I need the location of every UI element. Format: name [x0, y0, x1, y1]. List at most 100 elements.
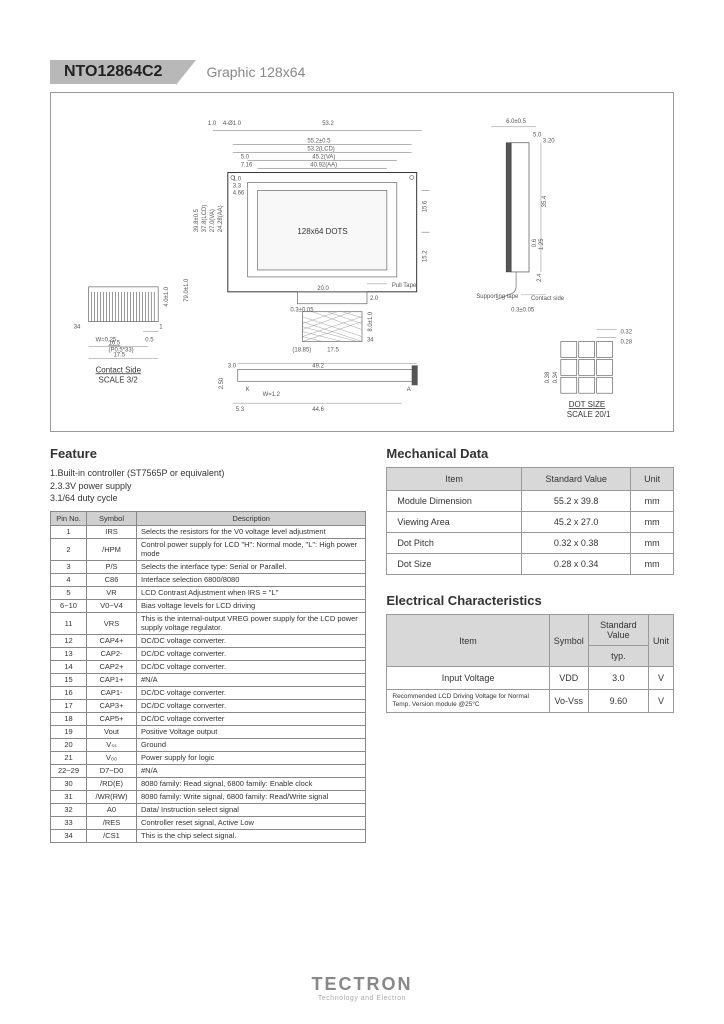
feature-item: 2.3.3V power supply: [50, 480, 366, 493]
svg-text:4-Ø1.0: 4-Ø1.0: [223, 121, 242, 127]
svg-text:2.4: 2.4: [537, 273, 543, 282]
svg-text:1.25: 1.25: [539, 238, 545, 250]
svg-text:Supporting tape: Supporting tape: [476, 294, 519, 300]
technical-diagram: 1.0 4-Ø1.0 53.2 55.2±0.5 53.2(LCD) 45.2(…: [50, 92, 674, 432]
footer-logo: TECTRON Technology and Electron: [312, 974, 413, 1002]
svg-text:55.2±0.5: 55.2±0.5: [307, 139, 331, 145]
table-row: 18CAP5+DC/DC voltage converter: [51, 712, 366, 725]
table-row: Input VoltageVDD3.0V: [387, 667, 674, 690]
mechanical-table: Item Standard Value Unit Module Dimensio…: [386, 467, 674, 575]
svg-text:79.0±1.0: 79.0±1.0: [184, 278, 190, 302]
table-row: Viewing Area45.2 x 27.0mm: [387, 512, 674, 533]
table-row: 31/WR(RW)8080 family: Write signal, 6800…: [51, 790, 366, 803]
svg-text:16.5: 16.5: [109, 341, 121, 347]
svg-text:37.8(LCD): 37.8(LCD): [202, 205, 208, 232]
svg-text:53.2: 53.2: [322, 121, 334, 127]
feature-item: 3.1/64 duty cycle: [50, 492, 366, 505]
table-row: 1IRSSelects the resistors for the V0 vol…: [51, 525, 366, 538]
svg-text:34: 34: [74, 325, 81, 331]
table-row: 13CAP2-DC/DC voltage converter.: [51, 647, 366, 660]
svg-text:5.0: 5.0: [241, 155, 250, 161]
mechanical-title: Mechanical Data: [386, 446, 674, 461]
pin-table: Pin No. Symbol Description 1IRSSelects t…: [50, 511, 366, 843]
table-row: 20VₛₛGround: [51, 738, 366, 751]
left-column: Feature 1.Built-in controller (ST7565P o…: [50, 446, 366, 843]
table-row: 5VRLCD Contrast Adjustment when IRS = "L…: [51, 586, 366, 599]
svg-text:5.0: 5.0: [533, 133, 542, 139]
svg-text:2.50: 2.50: [219, 377, 225, 389]
svg-text:1.0: 1.0: [233, 176, 242, 182]
svg-text:35.4: 35.4: [542, 195, 548, 207]
svg-text:0.3±0.05: 0.3±0.05: [511, 308, 535, 314]
table-row: 32A0Data/ Instruction select signal: [51, 803, 366, 816]
svg-text:39.8±0.5: 39.8±0.5: [194, 208, 200, 232]
svg-text:DOT SIZE: DOT SIZE: [569, 400, 605, 409]
feature-item: 1.Built-in controller (ST7565P or equiva…: [50, 467, 366, 480]
svg-text:1: 1: [159, 325, 163, 331]
svg-text:SCALE 3/2: SCALE 3/2: [99, 375, 139, 384]
svg-text:5.3: 5.3: [236, 407, 245, 413]
pin-header: Pin No.: [51, 511, 87, 525]
elec-header: Item: [387, 615, 549, 667]
right-column: Mechanical Data Item Standard Value Unit…: [386, 446, 674, 843]
svg-text:W=1.2: W=1.2: [263, 392, 281, 398]
svg-text:4.0±1.0: 4.0±1.0: [164, 286, 170, 307]
svg-text:44.6: 44.6: [312, 407, 324, 413]
svg-text:0.5: 0.5: [145, 338, 154, 344]
pin-header: Symbol: [87, 511, 137, 525]
svg-text:1.0: 1.0: [208, 121, 217, 127]
table-row: 34/CS1This is the chip select signal.: [51, 829, 366, 842]
content-row: Feature 1.Built-in controller (ST7565P o…: [50, 446, 674, 843]
svg-text:8.0±1.0: 8.0±1.0: [368, 311, 374, 332]
svg-text:128x64 DOTS: 128x64 DOTS: [297, 227, 347, 236]
svg-text:17.5: 17.5: [327, 347, 339, 353]
svg-text:0.32: 0.32: [620, 330, 632, 336]
svg-text:K: K: [246, 387, 250, 393]
table-row: 2/HPMControl power supply for LCD "H": N…: [51, 538, 366, 560]
table-row: 3P/SSelects the interface type: Serial o…: [51, 560, 366, 573]
table-row: 19VoutPositive Voltage output: [51, 725, 366, 738]
table-row: Dot Size0.28 x 0.34mm: [387, 554, 674, 575]
svg-text:A: A: [407, 387, 411, 393]
mech-header: Item: [387, 468, 522, 491]
svg-text:(18.85): (18.85): [292, 347, 311, 353]
svg-text:15.2: 15.2: [423, 250, 429, 262]
svg-text:Contact side: Contact side: [531, 296, 565, 302]
subtitle: Graphic 128x64: [206, 64, 305, 80]
svg-text:0.34: 0.34: [553, 371, 559, 383]
elec-header: Symbol: [549, 615, 588, 667]
svg-text:49.2: 49.2: [312, 363, 324, 369]
svg-text:0.38: 0.38: [545, 371, 551, 383]
table-row: 11VRSThis is the internal-output VREG po…: [51, 612, 366, 634]
elec-header: Standard Value: [588, 615, 648, 646]
table-row: Dot Pitch0.32 x 0.38mm: [387, 533, 674, 554]
electrical-title: Electrical Characteristics: [386, 593, 674, 608]
svg-text:0.6: 0.6: [532, 238, 538, 247]
table-row: 22~29D7~D0#N/A: [51, 764, 366, 777]
svg-text:45.2(VA): 45.2(VA): [312, 155, 335, 161]
svg-text:Contact Side: Contact Side: [96, 365, 142, 374]
svg-text:34: 34: [367, 338, 374, 344]
svg-text:SCALE 20/1: SCALE 20/1: [567, 410, 611, 419]
svg-text:4.66: 4.66: [233, 190, 245, 196]
svg-text:Pull Tape: Pull Tape: [392, 283, 417, 289]
table-row: 16CAP1-DC/DC voltage converter.: [51, 686, 366, 699]
svg-text:24.28(AA): 24.28(AA): [218, 205, 224, 232]
mech-header: Unit: [631, 468, 674, 491]
table-row: 30/RD(E)8080 family: Read signal, 6800 f…: [51, 777, 366, 790]
table-row: 33/RESController reset signal, Active Lo…: [51, 816, 366, 829]
svg-text:0.3±0.05: 0.3±0.05: [290, 308, 314, 314]
svg-text:27.0(VA): 27.0(VA): [210, 209, 216, 232]
elec-subheader: typ.: [588, 646, 648, 667]
elec-header: Unit: [648, 615, 673, 667]
svg-text:2.0: 2.0: [370, 296, 379, 302]
svg-text:15.6: 15.6: [423, 200, 429, 212]
svg-text:6.0±0.5: 6.0±0.5: [506, 119, 527, 125]
brand-name: TECTRON: [312, 974, 413, 995]
table-row: 12CAP4+DC/DC voltage converter.: [51, 634, 366, 647]
part-number: NTO12864C2: [50, 60, 176, 84]
header: NTO12864C2 Graphic 128x64: [50, 60, 674, 84]
pin-header: Description: [137, 511, 366, 525]
mech-header: Standard Value: [521, 468, 630, 491]
svg-text:40.92(AA): 40.92(AA): [310, 163, 337, 169]
